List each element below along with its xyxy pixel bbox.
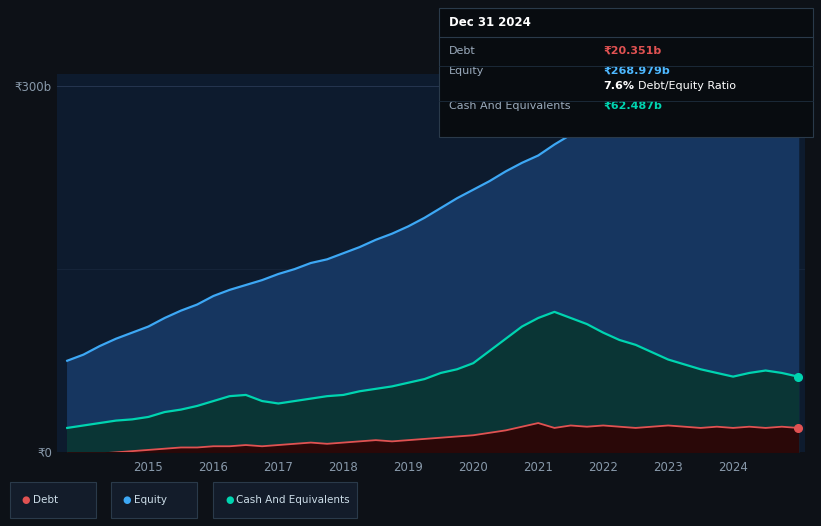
Text: Cash And Equivalents: Cash And Equivalents <box>449 101 571 111</box>
Text: Dec 31 2024: Dec 31 2024 <box>449 16 531 29</box>
Text: Equity: Equity <box>449 66 484 76</box>
Text: ₹20.351b: ₹20.351b <box>603 46 662 56</box>
Text: Debt/Equity Ratio: Debt/Equity Ratio <box>638 82 736 92</box>
Text: ₹268.979b: ₹268.979b <box>603 66 670 76</box>
Text: ₹62.487b: ₹62.487b <box>603 101 663 111</box>
Text: ●: ● <box>225 495 233 505</box>
Text: Debt: Debt <box>33 495 58 505</box>
Text: Equity: Equity <box>134 495 167 505</box>
Text: ●: ● <box>21 495 30 505</box>
Text: 7.6%: 7.6% <box>603 82 635 92</box>
Text: ●: ● <box>122 495 131 505</box>
Text: Cash And Equivalents: Cash And Equivalents <box>236 495 350 505</box>
Text: Debt: Debt <box>449 46 476 56</box>
